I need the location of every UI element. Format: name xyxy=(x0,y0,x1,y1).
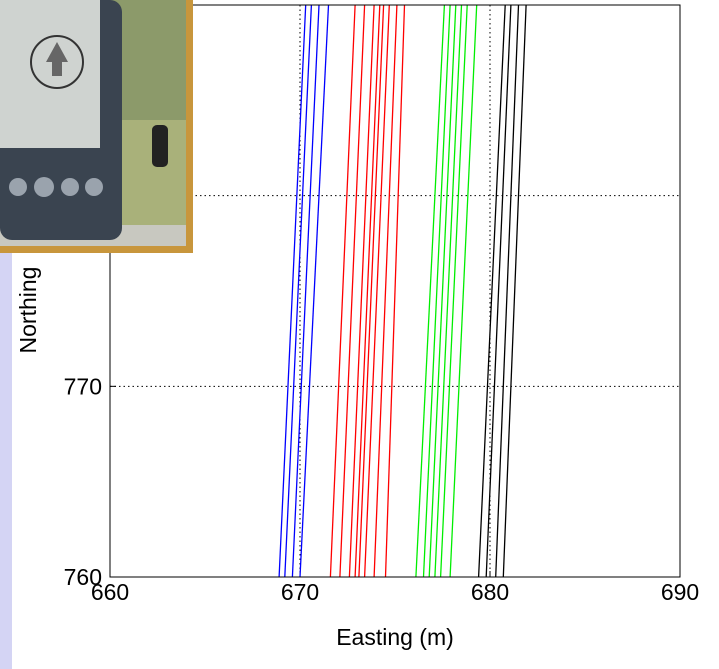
trace xyxy=(354,5,381,577)
photo xyxy=(0,0,193,253)
trace xyxy=(363,5,390,577)
y-tick-label: 770 xyxy=(64,373,102,399)
trace xyxy=(291,5,320,577)
y-axis-label: Northing xyxy=(15,267,41,354)
plot-frame xyxy=(109,4,681,578)
trace xyxy=(329,5,356,577)
x-tick-label: 680 xyxy=(471,579,509,605)
trace xyxy=(449,5,478,577)
x-tick-label: 660 xyxy=(91,579,129,605)
trace xyxy=(502,5,527,577)
trace xyxy=(348,5,375,577)
trace xyxy=(434,5,463,577)
y-tick-label: 760 xyxy=(64,564,102,590)
trace xyxy=(495,5,520,577)
trace xyxy=(415,5,446,577)
trace xyxy=(358,5,385,577)
trace xyxy=(485,5,512,577)
trace xyxy=(428,5,457,577)
plot-area: 660670680690760770780 xyxy=(64,4,699,605)
trace xyxy=(339,5,366,577)
trace xyxy=(439,5,468,577)
trace xyxy=(299,5,330,577)
x-axis-label: Easting (m) xyxy=(336,624,454,650)
trace xyxy=(373,5,398,577)
x-tick-label: 670 xyxy=(281,579,319,605)
trace xyxy=(422,5,451,577)
x-tick-label: 690 xyxy=(661,579,699,605)
trace xyxy=(278,5,307,577)
trace xyxy=(384,5,406,577)
trace xyxy=(477,5,506,577)
trace xyxy=(284,5,313,577)
